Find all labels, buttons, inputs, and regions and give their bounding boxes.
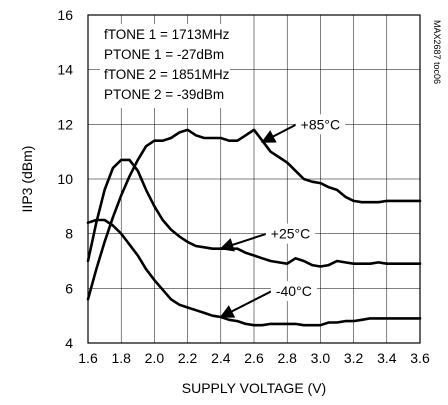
plot-frame [87, 14, 421, 344]
y-tick-label-6: 16 [57, 7, 73, 23]
x-tick-label-9: 3.4 [377, 350, 397, 366]
axes: 1.6 1.8 2.0 2.2 2.4 2.6 2.8 3.0 3.2 3.4 3.6 4 6 8 10 12… [57, 7, 430, 366]
x-axis-title: SUPPLY VOLTAGE (V) [182, 380, 326, 396]
curve-arrow-1 [219, 232, 268, 252]
curve-label-bg-1 [265, 223, 316, 244]
x-tick-label-4: 2.4 [211, 350, 231, 366]
x-tick-label-5: 2.6 [244, 350, 264, 366]
curve-arrow-0 [261, 123, 298, 143]
x-tick-label-10: 3.6 [410, 350, 430, 366]
x-tick-label-0: 1.6 [78, 350, 98, 366]
condition-ftone2: fTONE 2 = 1851MHz [104, 67, 230, 82]
x-tick-label-8: 3.2 [344, 350, 364, 366]
series-layer [86, 128, 422, 327]
annotations: fTONE 1 = 1713MHz PTONE 1 = -27dBm fTONE… [100, 20, 442, 108]
curve-label-1: +25°C [271, 226, 310, 242]
y-axis-title: IIP3 (dBm) [19, 146, 35, 213]
part-code: MAX2687 toc06 [432, 20, 442, 84]
series-line-0 [86, 128, 422, 301]
y-tick-label-2: 8 [65, 226, 73, 242]
y-tick-label-1: 6 [65, 280, 73, 296]
curve-label-bg-0 [295, 114, 346, 135]
y-tick-label-4: 12 [57, 116, 73, 132]
y-tick-label-3: 10 [57, 171, 73, 187]
series-line-1 [86, 158, 422, 268]
y-tick-label-5: 14 [57, 62, 73, 78]
x-tick-label-2: 2.0 [145, 350, 165, 366]
conditions-bg [100, 24, 230, 108]
series-line-2 [86, 218, 422, 327]
curve-labels: +85°C +25°C -40°C [219, 114, 346, 318]
curve-label-0: +85°C [301, 116, 340, 132]
y-tick-label-0: 4 [65, 335, 73, 351]
curve-arrow-2 [219, 290, 273, 318]
condition-ptone2: PTONE 2 = -39dBm [104, 87, 224, 102]
x-tick-label-7: 3.0 [311, 350, 331, 366]
curve-label-2: -40°C [276, 283, 312, 299]
curve-label-bg-2 [270, 281, 317, 302]
condition-ptone1: PTONE 1 = -27dBm [104, 47, 224, 62]
x-tick-label-1: 1.8 [111, 350, 131, 366]
x-tick-label-3: 2.2 [178, 350, 198, 366]
condition-ftone1: fTONE 1 = 1713MHz [104, 27, 230, 42]
x-tick-label-6: 2.8 [277, 350, 297, 366]
